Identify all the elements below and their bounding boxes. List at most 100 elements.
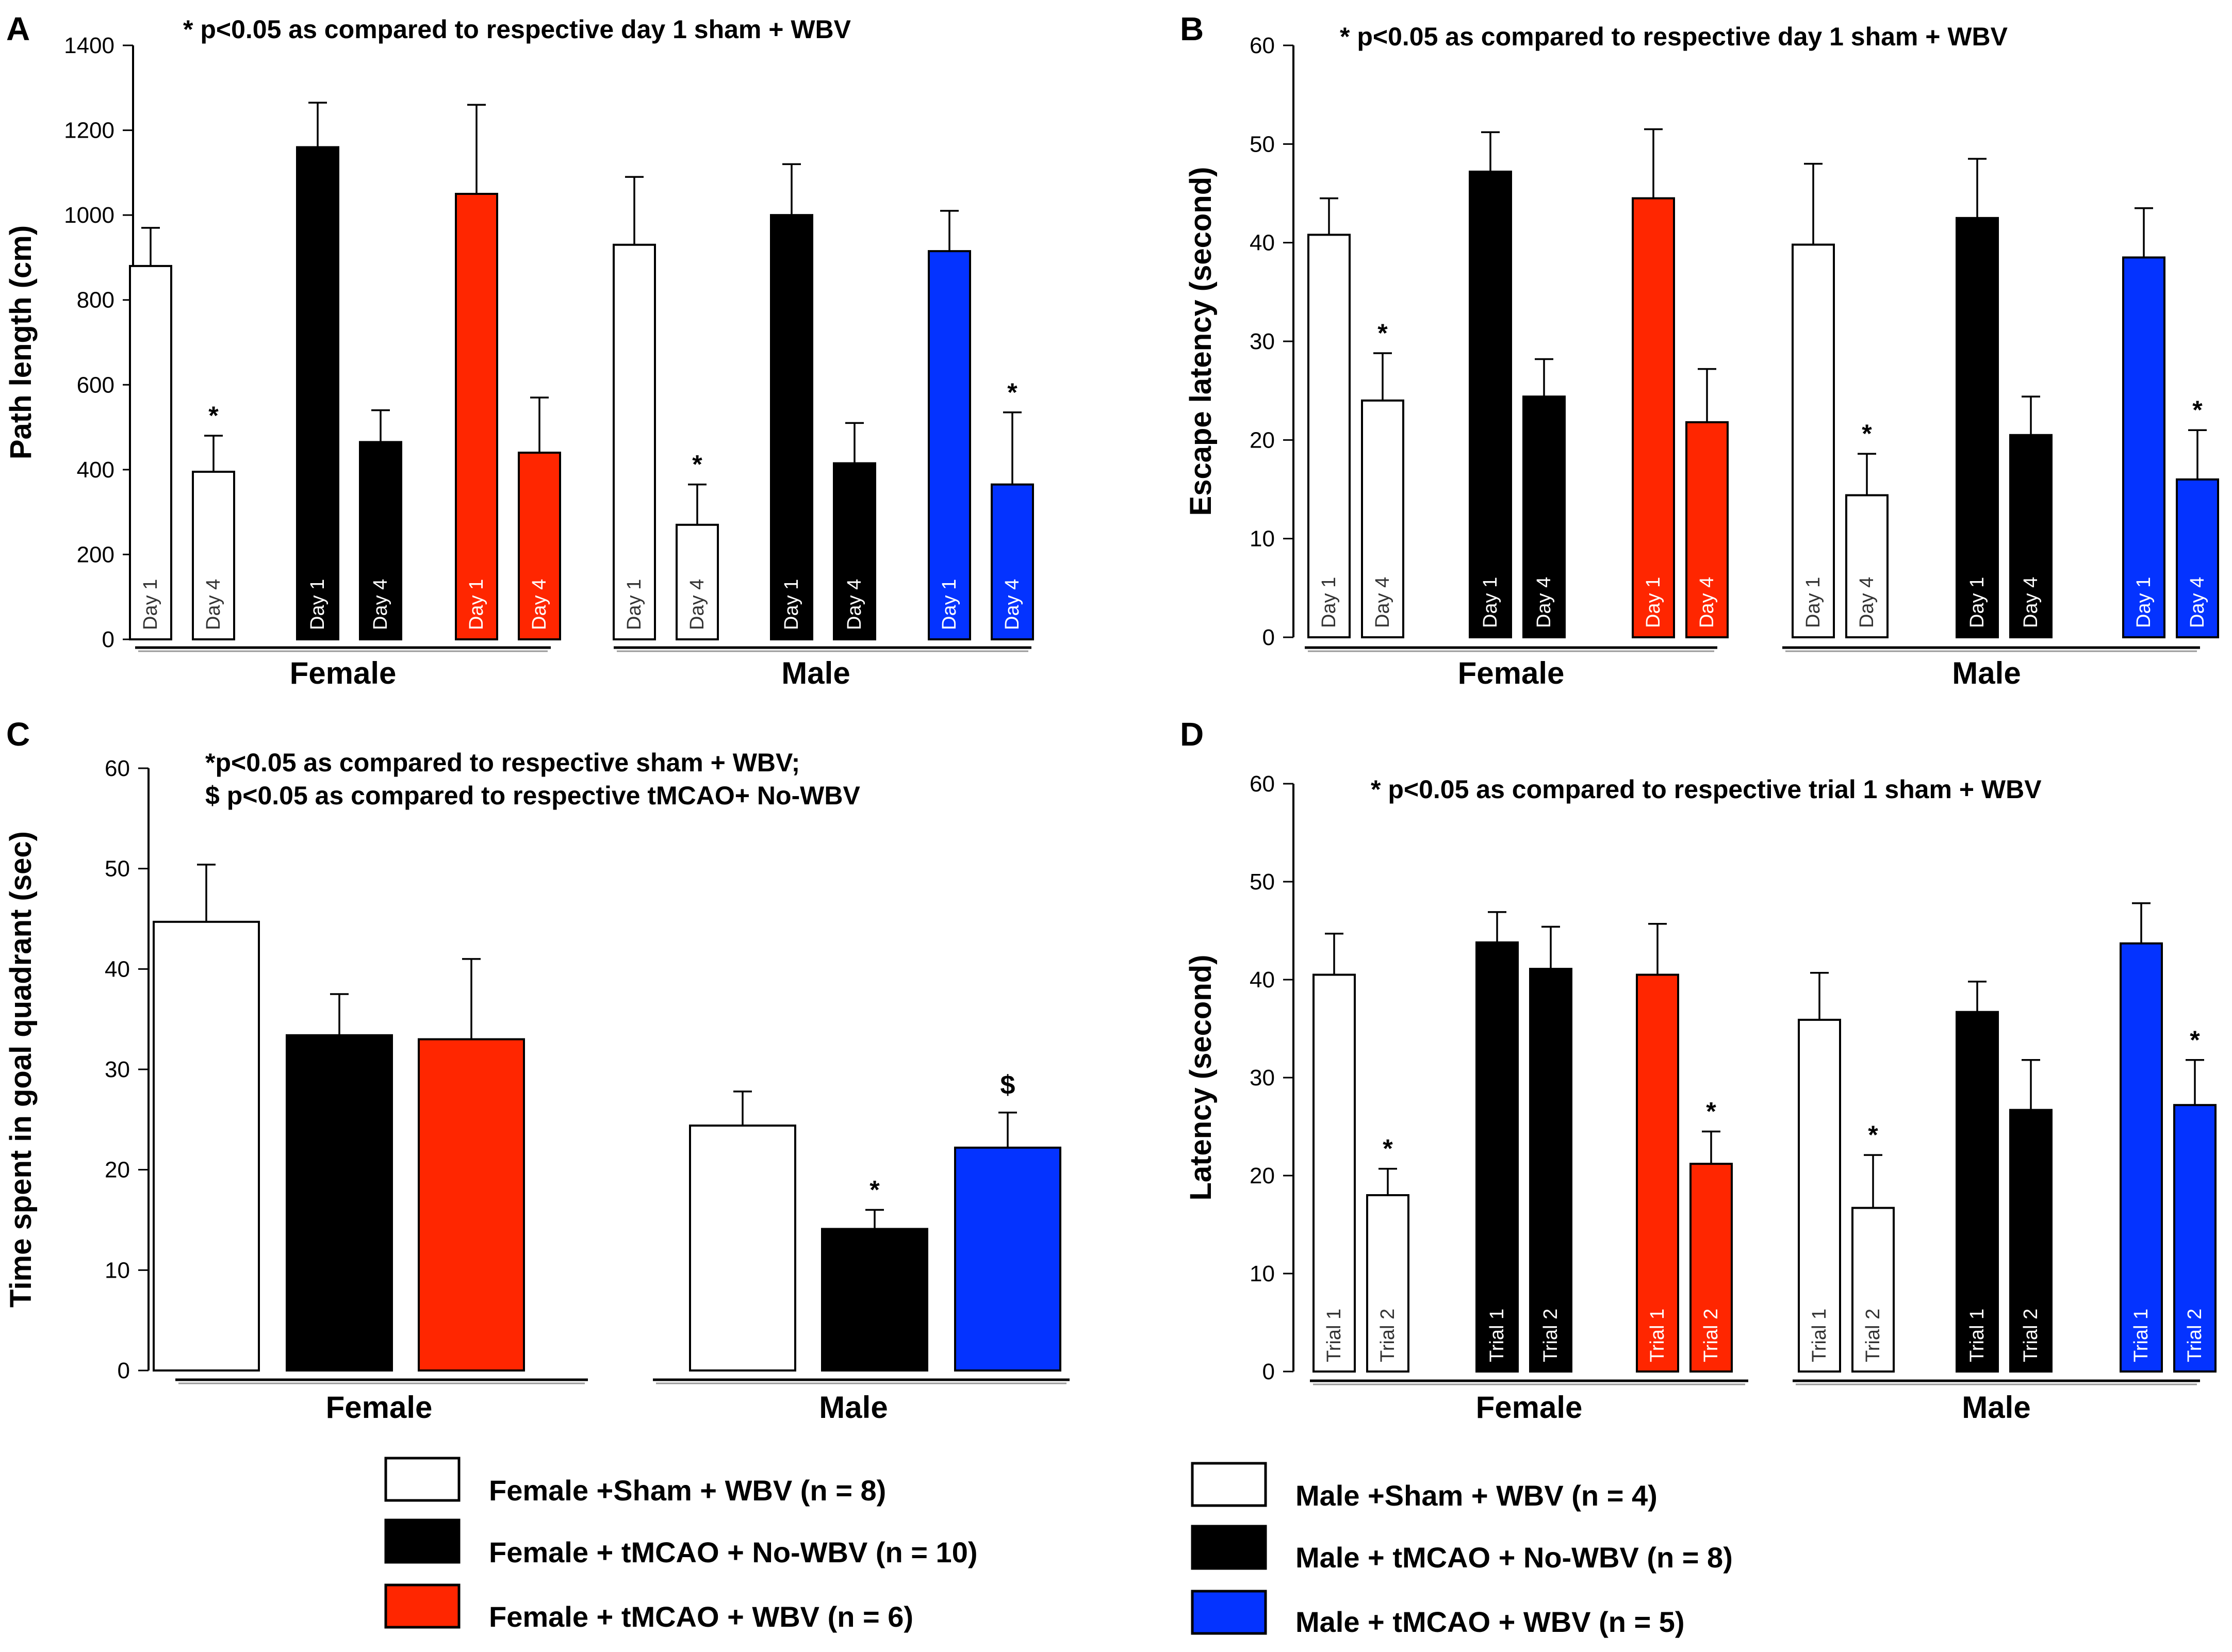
bar-inner-label: Trial 2 bbox=[1700, 1309, 1722, 1362]
bar bbox=[153, 920, 260, 1372]
legend-swatch bbox=[1191, 1525, 1267, 1570]
y-tick-label: 10 bbox=[105, 1258, 130, 1283]
bar-inner-label: Trial 1 bbox=[1486, 1309, 1508, 1362]
significance-marker: * bbox=[1868, 1120, 1878, 1149]
bar-inner-label: Trial 1 bbox=[2130, 1309, 2152, 1362]
panel-label: D bbox=[1180, 716, 1204, 753]
y-tick-label: 40 bbox=[1250, 230, 1275, 256]
y-tick-label: 0 bbox=[1262, 1359, 1275, 1384]
bar bbox=[1522, 395, 1566, 638]
y-tick-label: 600 bbox=[77, 372, 114, 398]
bar bbox=[821, 1228, 928, 1372]
y-tick-label: 0 bbox=[1262, 625, 1275, 650]
bar bbox=[2009, 434, 2053, 638]
significance-marker: * bbox=[1007, 378, 1017, 407]
bar bbox=[1636, 973, 1679, 1373]
bar-inner-label: Day 4 bbox=[2020, 577, 2042, 628]
bar bbox=[1845, 494, 1889, 638]
bar bbox=[1529, 968, 1572, 1373]
bar bbox=[2176, 478, 2219, 638]
bar bbox=[518, 451, 561, 640]
y-tick-label: 40 bbox=[105, 956, 130, 982]
bar bbox=[418, 1038, 525, 1372]
bar bbox=[1632, 197, 1675, 639]
significance-marker: $ bbox=[1000, 1070, 1015, 1100]
bar-inner-label: Day 1 bbox=[1643, 577, 1664, 628]
y-tick-label: 50 bbox=[1250, 131, 1275, 157]
bar bbox=[286, 1034, 393, 1372]
legend-item: Female + tMCAO + No-WBV (n = 10) bbox=[384, 1518, 978, 1568]
significance-marker: * bbox=[1377, 319, 1388, 348]
bar-inner-label: Day 1 bbox=[140, 579, 161, 630]
y-tick-label: 0 bbox=[118, 1358, 130, 1383]
bar bbox=[1361, 399, 1404, 638]
bar bbox=[1469, 170, 1512, 638]
y-tick-label: 60 bbox=[1250, 771, 1275, 797]
bar bbox=[1798, 1018, 1841, 1373]
y-tick-label: 1000 bbox=[64, 203, 114, 228]
bar-inner-label: Day 1 bbox=[1318, 577, 1340, 628]
panel-b: B * p<0.05 as compared to respective day … bbox=[1180, 10, 2219, 690]
bar-inner-label: Day 1 bbox=[939, 579, 960, 630]
bar-inner-label: Day 1 bbox=[1966, 577, 1988, 628]
bar-inner-label: Day 4 bbox=[686, 579, 708, 630]
y-tick-label: 40 bbox=[1250, 967, 1275, 993]
bar bbox=[991, 483, 1034, 641]
bar bbox=[2009, 1109, 2053, 1373]
y-axis-title: Escape latency (second) bbox=[1184, 167, 1218, 516]
significance-note: *p<0.05 as compared to respective sham +… bbox=[205, 748, 800, 777]
legend-swatch bbox=[1191, 1462, 1267, 1507]
bar-inner-label: Day 4 bbox=[844, 579, 865, 630]
bar-inner-label: Trial 2 bbox=[2184, 1309, 2206, 1362]
panel-a: A * p<0.05 as compared to respective day … bbox=[4, 10, 1034, 690]
bar bbox=[455, 193, 498, 640]
bar-inner-label: Trial 1 bbox=[1966, 1309, 1988, 1362]
legend-item: Female + tMCAO + WBV (n = 6) bbox=[384, 1583, 913, 1633]
bar-inner-label: Day 1 bbox=[307, 579, 329, 630]
bar-inner-label: Trial 2 bbox=[1862, 1309, 1884, 1362]
y-tick-label: 30 bbox=[1250, 329, 1275, 354]
y-tick-label: 10 bbox=[1250, 526, 1275, 552]
legend-label: Male + tMCAO + WBV (n = 5) bbox=[1295, 1606, 1685, 1638]
legend-label: Female + tMCAO + WBV (n = 6) bbox=[489, 1600, 913, 1633]
significance-note: * p<0.05 as compared to respective day 1… bbox=[183, 15, 851, 44]
bar bbox=[1689, 1163, 1733, 1373]
bar bbox=[954, 1146, 1061, 1372]
legend-item: Male +Sham + WBV (n = 4) bbox=[1191, 1462, 1657, 1512]
bar-inner-label: Day 1 bbox=[1480, 577, 1501, 628]
bar-inner-label: Day 4 bbox=[203, 579, 224, 630]
group-label: Female bbox=[290, 656, 397, 690]
y-tick-label: 30 bbox=[105, 1057, 130, 1082]
bar bbox=[359, 441, 402, 640]
y-tick-label: 200 bbox=[77, 542, 114, 567]
bar bbox=[1956, 1011, 1999, 1373]
y-axis-title: Latency (second) bbox=[1184, 955, 1218, 1201]
y-tick-label: 20 bbox=[1250, 427, 1275, 453]
bar-inner-label: Day 4 bbox=[1372, 577, 1393, 628]
bar bbox=[613, 243, 656, 640]
significance-marker: * bbox=[1383, 1134, 1393, 1163]
bar bbox=[928, 250, 971, 641]
panel-label: A bbox=[6, 10, 30, 47]
bar bbox=[129, 265, 172, 640]
legend-item: Female +Sham + WBV (n = 8) bbox=[384, 1457, 886, 1507]
bar-inner-label: Day 4 bbox=[1856, 577, 1878, 628]
significance-marker: * bbox=[208, 401, 219, 430]
panel-label: C bbox=[6, 716, 30, 753]
legend-swatch bbox=[384, 1457, 461, 1502]
y-tick-label: 50 bbox=[105, 856, 130, 882]
bar bbox=[2120, 942, 2163, 1373]
bar-inner-label: Day 4 bbox=[1002, 579, 1023, 630]
bar bbox=[1851, 1207, 1895, 1373]
legend-label: Male +Sham + WBV (n = 4) bbox=[1295, 1479, 1657, 1512]
significance-note: * p<0.05 as compared to respective trial… bbox=[1371, 775, 2042, 804]
bar bbox=[296, 146, 339, 640]
significance-marker: * bbox=[869, 1176, 880, 1204]
y-tick-label: 400 bbox=[77, 457, 114, 483]
y-tick-label: 1200 bbox=[64, 118, 114, 143]
bar-inner-label: Day 4 bbox=[2187, 577, 2208, 628]
y-tick-label: 60 bbox=[105, 756, 130, 781]
bar bbox=[1475, 941, 1519, 1373]
bar bbox=[192, 470, 235, 640]
significance-note-2: $ p<0.05 as compared to respective tMCAO… bbox=[205, 781, 860, 810]
